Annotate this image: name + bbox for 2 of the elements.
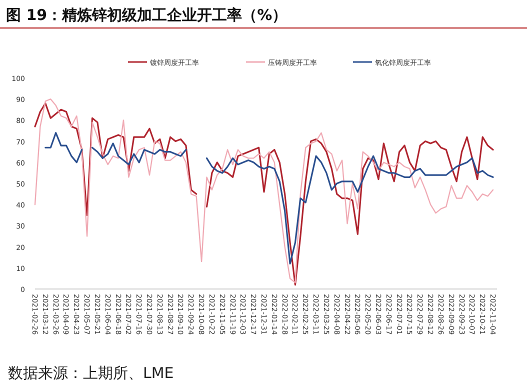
chart-title: 图 19：精炼锌初级加工企业开工率（%） — [6, 6, 288, 24]
source-note: 数据来源：上期所、LME — [8, 364, 174, 382]
